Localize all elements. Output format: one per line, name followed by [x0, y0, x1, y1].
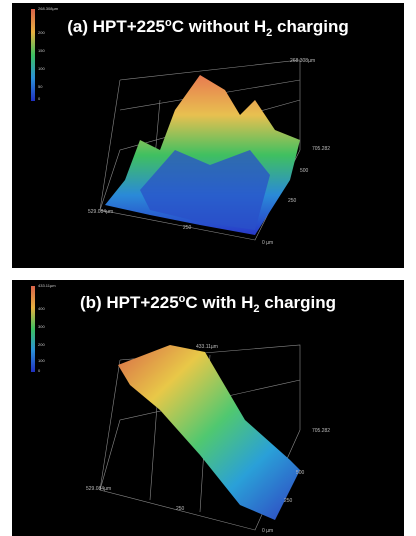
axis-label: 250 [176, 506, 185, 512]
axis-label: 0 µm [262, 240, 273, 246]
colorbar-label: 200 [38, 30, 45, 35]
colorbar-label: 200 [38, 342, 45, 347]
axis-label: 705.282 [312, 428, 330, 434]
axis-label: 529.084µm [86, 486, 111, 492]
panel-title: (a) HPT+225oC without H2 charging [67, 17, 349, 39]
colorbar-label: 100 [38, 358, 45, 363]
axis-label: 529.084µm [88, 209, 113, 215]
panel-b: (b) HPT+225oC with H2 charging 433.11µm 4… [12, 280, 404, 536]
colorbar-label: 268.308µm [38, 6, 59, 11]
panel-title: (b) HPT+225oC with H2 charging [80, 293, 336, 315]
axis-label: 705.282 [312, 146, 330, 152]
colorbar-label: 0 [38, 96, 41, 101]
colorbar [31, 286, 35, 372]
axis-label: 433.11µm [196, 344, 218, 350]
axis-label: 250 [288, 198, 297, 204]
colorbar [31, 9, 35, 101]
surface-base [140, 150, 270, 230]
panel-a: (a) HPT+225oC without H2 charging 268.30… [12, 3, 404, 268]
colorbar-label: 150 [38, 48, 45, 53]
colorbar-label: 0 [38, 368, 41, 373]
surface [118, 345, 300, 520]
axis-label: 250 [183, 225, 192, 231]
colorbar-label: 100 [38, 66, 45, 71]
axis-label: 500 [300, 168, 309, 174]
axis-label: 250 [284, 498, 293, 504]
colorbar-label: 50 [38, 84, 43, 89]
colorbar-label: 300 [38, 324, 45, 329]
colorbar-label: 433.11µm [38, 283, 56, 288]
axis-label: 268.308µm [290, 58, 315, 64]
axis-label: 500 [296, 470, 305, 476]
axis-label: 0 µm [262, 528, 273, 534]
colorbar-label: 400 [38, 306, 45, 311]
